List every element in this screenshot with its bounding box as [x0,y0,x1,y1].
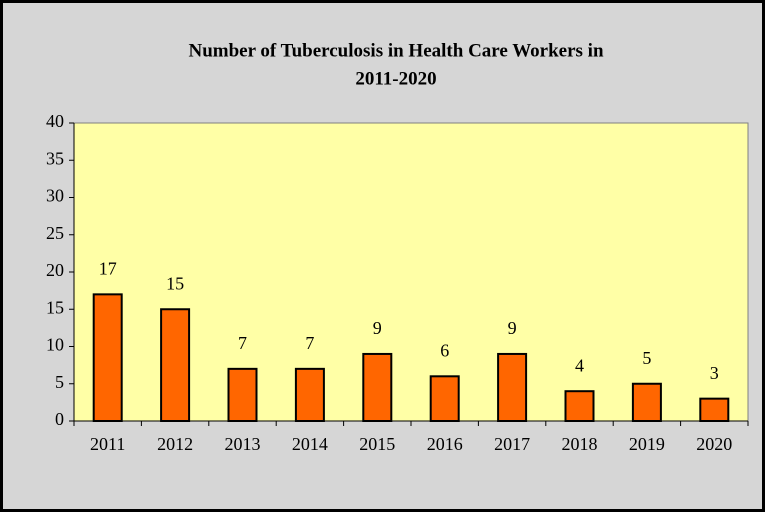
bar [362,352,393,423]
y-tick-label: 15 [46,297,64,317]
bar [227,367,258,423]
data-label: 3 [710,363,719,383]
data-label: 17 [99,258,117,278]
x-tick-label: 2017 [494,434,530,454]
data-label: 6 [440,340,449,360]
data-label: 15 [166,273,184,293]
bar [429,375,460,422]
data-label: 7 [305,333,314,353]
data-label: 4 [575,355,584,375]
x-tick-label: 2011 [90,434,125,454]
y-tick-label: 35 [46,148,64,168]
y-tick-label: 30 [46,186,64,206]
y-tick-label: 5 [55,372,64,392]
bar [631,382,662,422]
x-tick-label: 2014 [292,434,328,454]
bar [699,397,730,422]
x-tick-label: 2016 [427,434,463,454]
y-tick-label: 25 [46,223,64,243]
data-label: 9 [508,318,517,338]
chart-title: Number of Tuberculosis in Health Care Wo… [188,40,603,61]
x-tick-label: 2013 [225,434,261,454]
bar [294,367,325,423]
y-tick-label: 10 [46,335,64,355]
bar [92,293,123,423]
x-tick-label: 2020 [696,434,732,454]
data-label: 7 [238,333,247,353]
y-tick-label: 20 [46,260,64,280]
bar [160,308,191,422]
y-tick-label: 0 [55,409,64,429]
x-tick-label: 2019 [629,434,665,454]
data-label: 9 [373,318,382,338]
y-tick-label: 40 [46,111,64,131]
x-tick-label: 2015 [359,434,395,454]
data-label: 5 [642,348,651,368]
x-tick-label: 2012 [157,434,193,454]
bar [564,390,595,423]
x-tick-label: 2018 [562,434,598,454]
chart-title: 2011-2020 [355,68,436,89]
bar [497,352,528,423]
